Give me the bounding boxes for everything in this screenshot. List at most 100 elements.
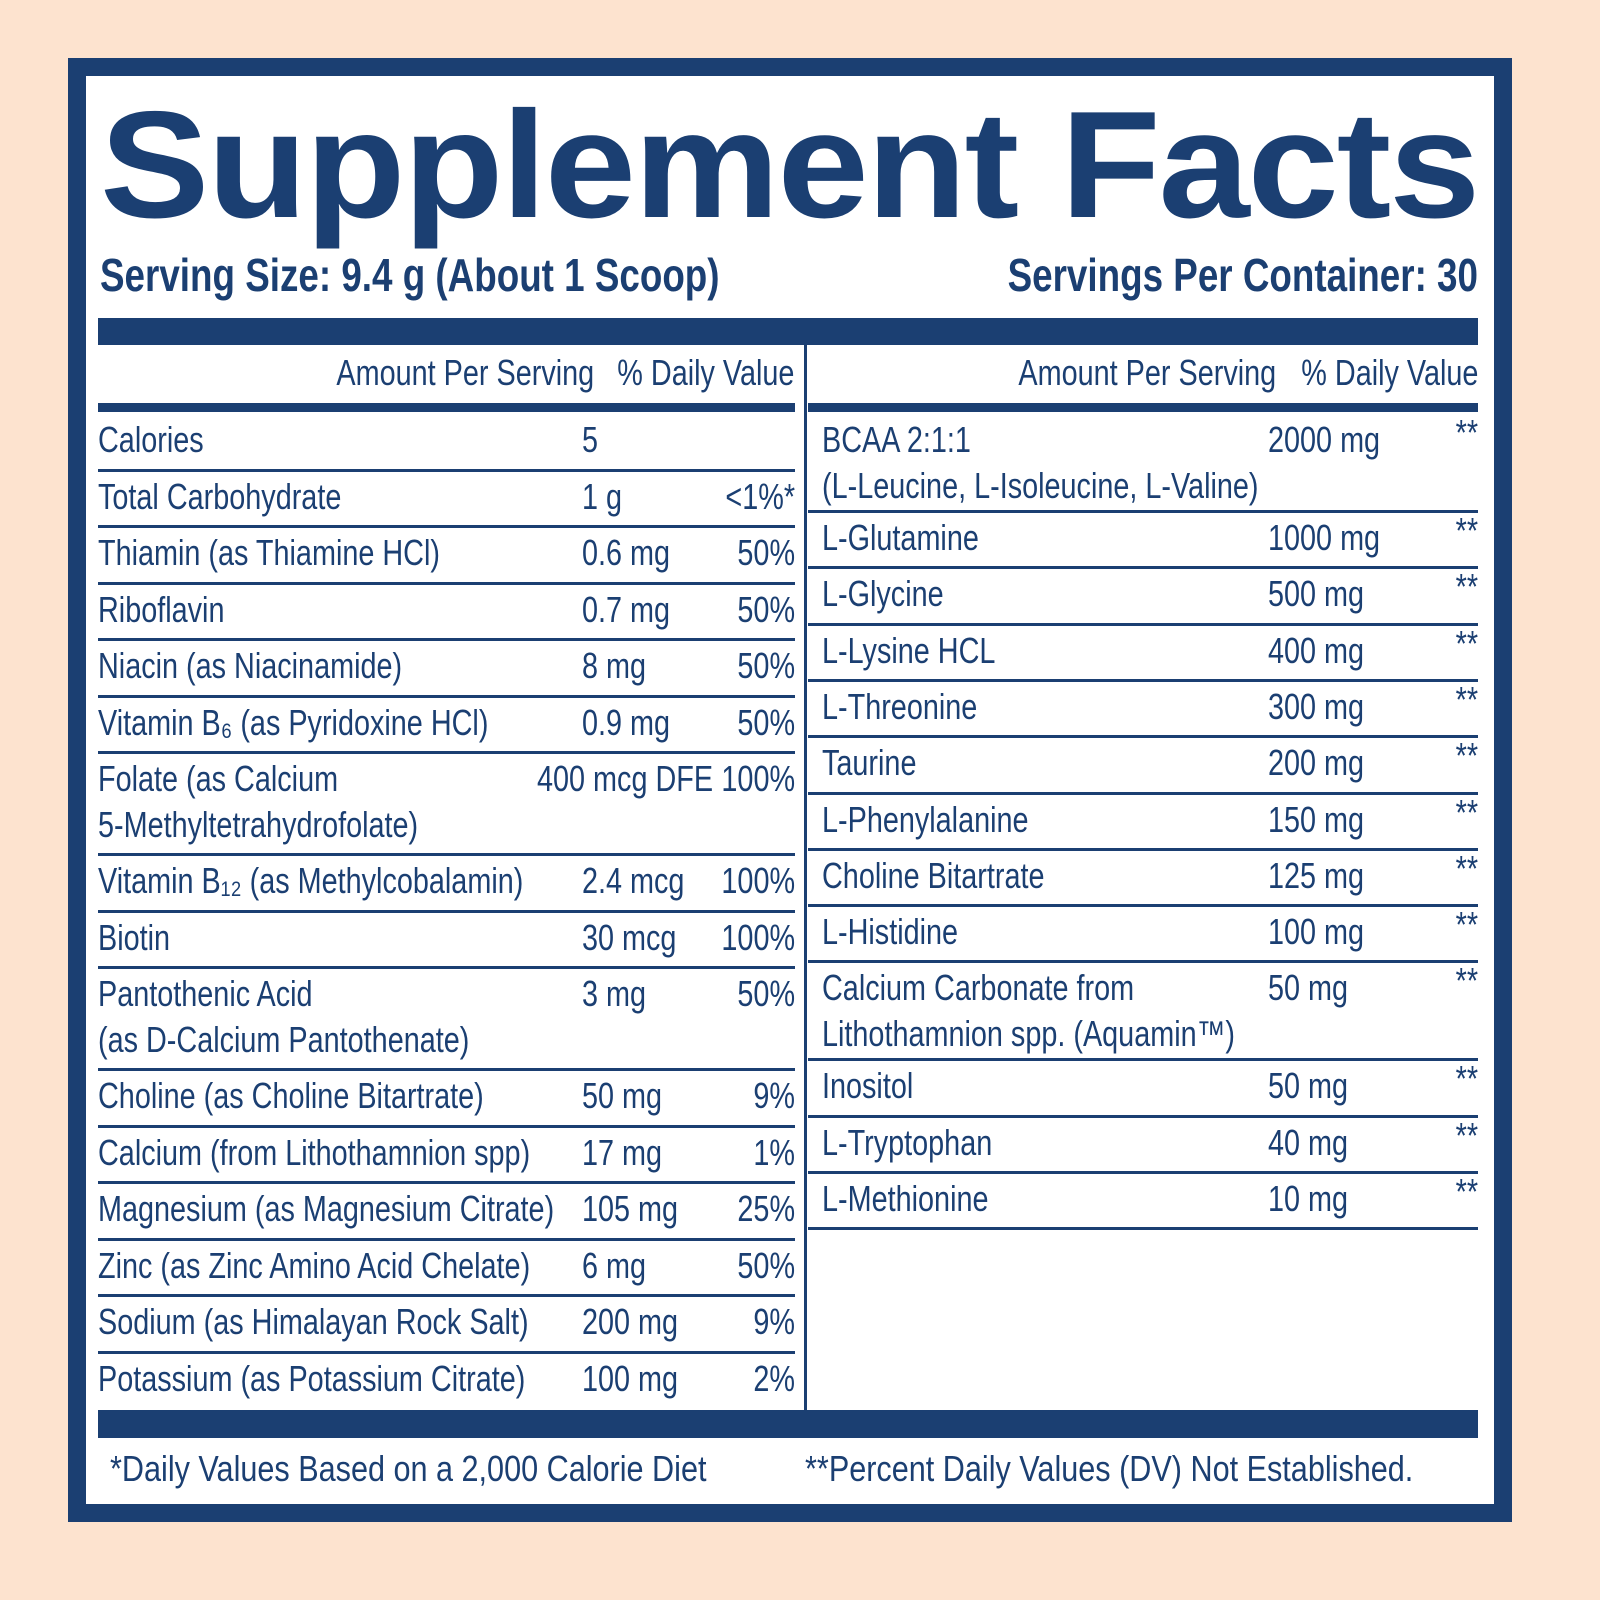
row-rule xyxy=(808,1114,1478,1118)
servings-per-container: Servings Per Container: 30 xyxy=(1007,249,1478,301)
row-rule xyxy=(98,966,795,969)
daily-value: 100% xyxy=(721,860,795,901)
amount: 3 mg xyxy=(582,973,647,1014)
amount: 30 mcg xyxy=(582,916,677,958)
row-rule xyxy=(808,791,1478,795)
title: Supplement Facts xyxy=(100,80,1480,250)
amount: 105 mg xyxy=(582,1188,679,1229)
row-rule xyxy=(98,853,795,856)
amount: 100 mg xyxy=(1268,911,1365,953)
nutrient-name: Choline (as Choline Bitartrate) xyxy=(98,1075,484,1116)
daily-value: ** xyxy=(1455,1114,1478,1156)
row-rule xyxy=(98,1124,795,1128)
nutrient-name: (L-Leucine, L-Isoleucine, L-Valine) xyxy=(822,465,1259,506)
header-rule xyxy=(98,403,795,412)
serving-size: Serving Size: 9.4 g (About 1 Scoop) xyxy=(100,249,720,301)
nutrient-name: Thiamin (as Thiamine HCl) xyxy=(98,532,440,573)
nutrient-name: L-Glutamine xyxy=(822,517,979,558)
nutrient-name: Total Carbohydrate xyxy=(98,475,342,517)
daily-value: ** xyxy=(1455,510,1478,551)
row-rule xyxy=(98,581,795,585)
nutrient-name: L-Methionine xyxy=(822,1178,989,1219)
nutrient-name: Calories xyxy=(98,419,204,460)
daily-value: 50% xyxy=(737,588,795,630)
amount: 5 xyxy=(582,419,599,460)
daily-value: ** xyxy=(1455,791,1478,833)
amount: 0.6 mg xyxy=(582,532,671,573)
daily-value: <1%* xyxy=(725,475,795,517)
daily-value: ** xyxy=(1455,678,1478,720)
row-rule xyxy=(98,1294,795,1297)
column-header: % Daily Value xyxy=(1300,352,1478,393)
amount: 2000 mg xyxy=(1268,419,1381,460)
daily-value: 50% xyxy=(737,701,795,743)
row-rule xyxy=(98,638,795,641)
daily-value: 9% xyxy=(753,1301,795,1342)
nutrient-name: Riboflavin xyxy=(98,588,225,630)
header-rule xyxy=(808,403,1478,412)
daily-value: ** xyxy=(1455,847,1478,889)
nutrient-name: L-Lysine HCL xyxy=(822,629,996,671)
amount: 40 mg xyxy=(1268,1121,1349,1163)
row-rule xyxy=(808,622,1478,626)
row-rule xyxy=(808,510,1478,513)
row-rule xyxy=(808,904,1478,908)
row-rule xyxy=(98,1068,795,1071)
nutrient-name: Lithothamnion spp. (Aquamin™) xyxy=(822,1013,1236,1055)
nutrient-name: L-Threonine xyxy=(822,685,978,727)
amount: 125 mg xyxy=(1268,854,1365,896)
row-rule xyxy=(808,735,1478,739)
nutrient-name: Pantothenic Acid xyxy=(98,973,313,1014)
nutrient-name: Choline Bitartrate xyxy=(822,854,1045,896)
daily-value: 50% xyxy=(737,973,795,1014)
amount: 300 mg xyxy=(1268,685,1365,727)
nutrient-name: Zinc (as Zinc Amino Acid Chelate) xyxy=(98,1244,531,1286)
daily-value: 100% xyxy=(721,758,795,799)
nutrient-name: (as D-Calcium Pantothenate) xyxy=(98,1019,470,1060)
amount: 50 mg xyxy=(1268,1065,1349,1107)
nutrient-name: L-Glycine xyxy=(822,573,944,615)
column-header: Amount Per Serving xyxy=(336,352,594,393)
nutrient-name: L-Tryptophan xyxy=(822,1121,993,1163)
daily-value: ** xyxy=(1455,566,1478,608)
row-rule xyxy=(98,694,795,698)
amount: 50 mg xyxy=(1268,967,1349,1009)
row-rule xyxy=(98,1181,795,1184)
daily-value: ** xyxy=(1455,1171,1478,1212)
amount: 200 mg xyxy=(1268,742,1365,784)
nutrient-name: Taurine xyxy=(822,742,917,784)
row-rule xyxy=(98,525,795,528)
row-rule xyxy=(808,847,1478,851)
amount: 500 mg xyxy=(1268,573,1365,615)
row-rule xyxy=(98,751,795,754)
column-header: Amount Per Serving xyxy=(1018,352,1276,393)
amount: 0.7 mg xyxy=(582,588,671,630)
daily-value: ** xyxy=(1455,1058,1478,1100)
nutrient-name: L-Phenylalanine xyxy=(822,798,1029,840)
amount: 17 mg xyxy=(582,1131,663,1173)
row-rule xyxy=(808,1227,1478,1231)
row-rule xyxy=(98,1237,795,1241)
row-rule xyxy=(808,678,1478,682)
row-rule xyxy=(808,1058,1478,1062)
daily-value: ** xyxy=(1455,960,1478,1002)
nutrient-name: Folate (as Calcium xyxy=(98,758,339,799)
daily-value: ** xyxy=(1455,622,1478,664)
column-header: % Daily Value xyxy=(616,352,794,393)
nutrient-name: Vitamin B₁₂ (as Methylcobalamin) xyxy=(98,860,524,901)
nutrient-name: Magnesium (as Magnesium Citrate) xyxy=(98,1188,555,1229)
amount: 400 mcg DFE xyxy=(537,758,714,799)
amount: 50 mg xyxy=(582,1075,663,1116)
daily-value: ** xyxy=(1455,904,1478,946)
label-panel xyxy=(68,58,1512,1522)
thick-rule xyxy=(98,318,1478,345)
amount: 1 g xyxy=(582,475,623,517)
daily-value: 25% xyxy=(737,1188,795,1229)
nutrient-name: L-Histidine xyxy=(822,911,959,953)
column-divider xyxy=(804,345,807,1410)
amount: 10 mg xyxy=(1268,1178,1349,1219)
daily-value: 2% xyxy=(753,1357,795,1399)
nutrient-name: Biotin xyxy=(98,916,171,958)
amount: 6 mg xyxy=(582,1244,647,1286)
nutrient-name: Potassium (as Potassium Citrate) xyxy=(98,1357,526,1399)
